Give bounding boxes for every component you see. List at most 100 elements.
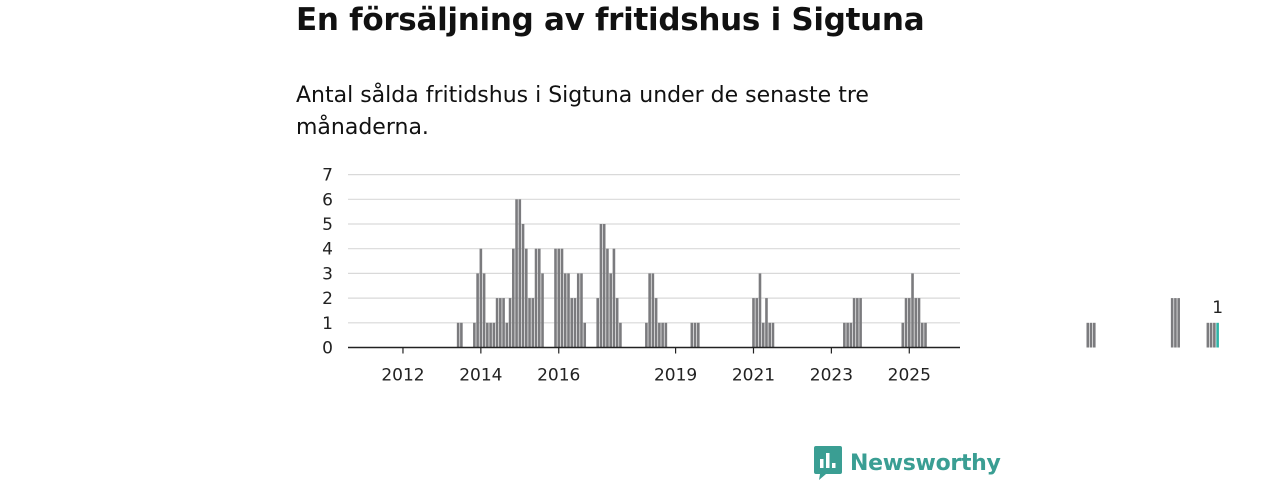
newsworthy-logo-icon <box>814 446 842 480</box>
highlight-value-label: 1 <box>1212 298 1223 318</box>
bar <box>768 322 772 348</box>
bar <box>664 322 668 348</box>
x-tick-label: 2016 <box>537 366 580 386</box>
bar <box>479 248 483 348</box>
y-axis-ticks: 0 1 2 3 4 5 6 7 <box>322 166 333 359</box>
bar <box>1213 322 1216 348</box>
bar <box>489 322 492 348</box>
bar <box>1206 322 1210 348</box>
y-tick-label: 3 <box>322 264 333 284</box>
bar <box>924 322 927 348</box>
page-title: En försäljning av fritidshus i Sigtuna <box>296 2 925 38</box>
bar <box>505 322 509 348</box>
bar <box>856 298 859 348</box>
bar <box>541 273 544 348</box>
bar <box>1170 298 1174 348</box>
bar <box>508 298 512 348</box>
bar <box>606 248 609 348</box>
bar <box>1086 322 1090 348</box>
bar <box>609 273 612 348</box>
bar-chart: 0 1 2 3 4 5 6 7 2012 2014 2016 2019 2021 2023 2025 1 <box>322 166 1223 386</box>
bar <box>528 298 531 348</box>
bar <box>917 298 921 348</box>
bar <box>495 298 499 348</box>
bar <box>914 298 918 348</box>
bar <box>901 322 905 348</box>
bar <box>567 273 570 348</box>
bar <box>580 273 583 348</box>
bar <box>615 298 619 348</box>
bar <box>531 298 535 348</box>
bar <box>560 248 564 348</box>
bar <box>612 248 616 348</box>
bar <box>456 322 460 348</box>
bar <box>537 248 541 348</box>
bar <box>765 298 768 348</box>
bar <box>486 322 489 348</box>
x-tick-label: 2019 <box>654 366 697 386</box>
bar <box>596 298 599 348</box>
bar <box>843 322 846 348</box>
x-axis-ticks: 2012 2014 2016 2019 2021 2023 2025 <box>381 347 931 386</box>
brand-name: Newsworthy <box>850 450 1001 476</box>
bar <box>651 273 655 348</box>
bar <box>758 273 762 348</box>
y-tick-label: 7 <box>322 166 333 186</box>
bar <box>752 298 755 348</box>
bar <box>1174 298 1177 348</box>
bar <box>648 273 651 348</box>
bar <box>534 248 538 348</box>
bar <box>771 322 775 348</box>
bar <box>521 224 525 348</box>
bar <box>473 322 476 348</box>
bar <box>515 199 518 348</box>
bar <box>661 322 664 348</box>
bar <box>557 248 561 348</box>
y-tick-label: 1 <box>322 314 333 334</box>
bar <box>599 224 603 348</box>
bar <box>602 224 606 348</box>
y-tick-label: 4 <box>322 240 333 260</box>
y-tick-label: 0 <box>322 339 333 359</box>
bar <box>911 273 914 348</box>
bars <box>456 199 1219 348</box>
x-tick-label: 2025 <box>888 366 931 386</box>
bar <box>852 298 856 348</box>
bar <box>482 273 486 348</box>
bar <box>697 322 700 348</box>
y-tick-label: 2 <box>322 289 333 309</box>
bar <box>518 199 522 348</box>
bar <box>690 322 694 348</box>
bar <box>499 298 502 348</box>
bar <box>846 322 849 348</box>
bar <box>525 248 528 348</box>
bar <box>492 322 496 348</box>
bar <box>904 298 908 348</box>
bar <box>859 298 862 348</box>
bar <box>1209 322 1213 348</box>
bar <box>849 322 853 348</box>
bar <box>658 322 661 348</box>
bar <box>1089 322 1093 348</box>
bar <box>645 322 648 348</box>
bar <box>512 248 515 348</box>
bar <box>570 298 574 348</box>
bar <box>920 322 924 348</box>
bar <box>460 322 463 348</box>
bar <box>1177 298 1180 348</box>
bar <box>502 298 505 348</box>
y-tick-label: 5 <box>322 215 333 235</box>
bar <box>576 273 580 348</box>
bar <box>573 298 577 348</box>
x-tick-label: 2021 <box>732 366 775 386</box>
bar <box>619 322 622 348</box>
bar-highlight <box>1216 322 1219 348</box>
bar <box>1092 322 1096 348</box>
bar <box>907 298 911 348</box>
chart-subtitle: Antal sålda fritidshus i Sigtuna under d… <box>296 83 869 140</box>
x-tick-label: 2023 <box>810 366 853 386</box>
bar <box>554 248 557 348</box>
brand-logo[interactable]: Newsworthy <box>814 446 1001 480</box>
bar <box>654 298 658 348</box>
x-tick-label: 2014 <box>459 366 502 386</box>
